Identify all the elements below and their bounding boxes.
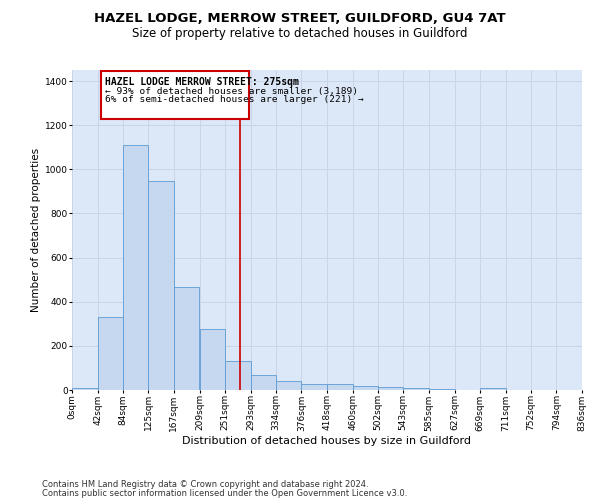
Text: HAZEL LODGE MERROW STREET: 275sqm: HAZEL LODGE MERROW STREET: 275sqm	[105, 76, 299, 86]
Bar	[72, 388, 98, 390]
X-axis label: Distribution of detached houses by size in Guildford: Distribution of detached houses by size …	[182, 436, 472, 446]
Text: 6% of semi-detached houses are larger (221) →: 6% of semi-detached houses are larger (2…	[105, 96, 364, 104]
Bar	[174, 288, 199, 390]
Bar	[101, 71, 249, 118]
Text: Contains HM Land Registry data © Crown copyright and database right 2024.: Contains HM Land Registry data © Crown c…	[42, 480, 368, 489]
Bar	[225, 362, 251, 390]
Text: ← 93% of detached houses are smaller (3,189): ← 93% of detached houses are smaller (3,…	[105, 86, 358, 96]
Bar	[429, 389, 455, 390]
Bar	[301, 384, 327, 390]
Bar	[98, 317, 123, 390]
Bar	[378, 386, 403, 390]
Bar	[327, 384, 353, 390]
Bar	[276, 381, 301, 390]
Bar	[199, 330, 225, 390]
Bar	[251, 374, 276, 390]
Bar	[480, 388, 506, 390]
Y-axis label: Number of detached properties: Number of detached properties	[31, 148, 41, 312]
Bar	[353, 386, 378, 390]
Bar	[403, 388, 429, 390]
Bar	[148, 182, 174, 390]
Text: Contains public sector information licensed under the Open Government Licence v3: Contains public sector information licen…	[42, 489, 407, 498]
Text: Size of property relative to detached houses in Guildford: Size of property relative to detached ho…	[132, 28, 468, 40]
Bar	[123, 145, 148, 390]
Text: HAZEL LODGE, MERROW STREET, GUILDFORD, GU4 7AT: HAZEL LODGE, MERROW STREET, GUILDFORD, G…	[94, 12, 506, 26]
